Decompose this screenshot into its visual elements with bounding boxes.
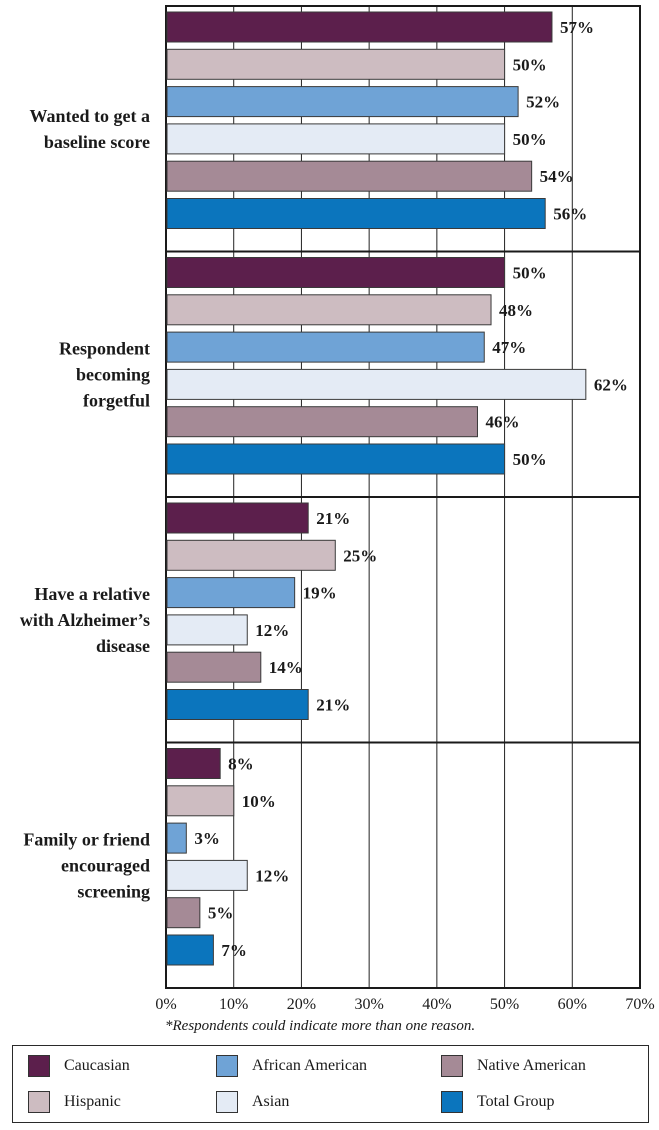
x-tick-label-60: 60% xyxy=(558,996,587,1013)
x-tick-label-0: 0% xyxy=(155,996,176,1013)
value-label-native-american-4: 5% xyxy=(208,904,234,923)
value-label-african-american-1: 52% xyxy=(526,93,560,112)
x-tick-label-10: 10% xyxy=(219,996,248,1013)
value-labels: 57% 50% 52% 50% 54% 56% 50% 48% 47% 62% 46% 50% 21% 2… xyxy=(194,18,628,960)
value-label-native-american-2: 46% xyxy=(485,413,519,432)
bar-asian-2 xyxy=(166,368,587,400)
bar-caucasian-4 xyxy=(166,748,221,779)
value-label-african-american-3: 19% xyxy=(303,584,337,603)
value-label-african-american-2: 47% xyxy=(492,338,526,357)
value-label-native-american-3: 14% xyxy=(269,658,303,677)
bar-asian-1 xyxy=(166,123,506,155)
legend-swatch-hispanic xyxy=(28,1091,50,1113)
bar-caucasian-3 xyxy=(166,502,309,534)
legend-item-african-american: African American xyxy=(216,1054,367,1078)
value-label-caucasian-3: 21% xyxy=(316,509,350,528)
bar-african-american-4 xyxy=(166,822,187,854)
category-labels: Wanted to get a baseline score Respondent b… xyxy=(20,106,150,902)
value-label-caucasian-4: 8% xyxy=(228,755,254,774)
bar-hispanic-1 xyxy=(166,48,506,80)
value-label-asian-4: 12% xyxy=(255,866,289,885)
x-tick-label-70: 70% xyxy=(625,996,654,1013)
bar-caucasian-2 xyxy=(166,257,506,288)
legend-label-native-american: Native American xyxy=(477,1057,586,1074)
legend-swatch-total-group xyxy=(441,1091,463,1113)
bar-caucasian-1 xyxy=(166,11,553,43)
x-axis-ticks: 0% 10% 20% 30% 40% 50% 60% 70% xyxy=(155,996,654,1013)
bar-total-group-4 xyxy=(166,934,214,966)
value-label-hispanic-1: 50% xyxy=(513,55,547,74)
value-label-total-group-3: 21% xyxy=(316,696,350,715)
value-label-total-group-1: 56% xyxy=(553,205,587,224)
bar-hispanic-3 xyxy=(166,539,336,571)
bar-native-american-2 xyxy=(166,406,478,438)
panel-frames xyxy=(165,5,641,989)
value-label-caucasian-1: 57% xyxy=(560,18,594,37)
legend-item-asian: Asian xyxy=(216,1090,289,1114)
value-label-total-group-4: 7% xyxy=(221,941,247,960)
legend-item-hispanic: Hispanic xyxy=(28,1090,121,1114)
value-label-asian-1: 50% xyxy=(513,130,547,149)
value-label-african-american-4: 3% xyxy=(194,829,220,848)
bar-african-american-3 xyxy=(166,577,296,609)
legend-label-asian: Asian xyxy=(252,1093,290,1110)
legend-swatch-asian xyxy=(216,1091,238,1113)
value-label-hispanic-3: 25% xyxy=(343,546,377,565)
legend-item-native-american: Native American xyxy=(441,1054,586,1078)
value-label-asian-2: 62% xyxy=(594,375,628,394)
x-tick-label-30: 30% xyxy=(354,996,383,1013)
bar-total-group-3 xyxy=(166,689,309,720)
category-label-1: Wanted to get a baseline score xyxy=(30,106,151,152)
category-label-3: Have a relative with Alzheimer’s disease xyxy=(20,584,150,656)
legend-swatch-native-american xyxy=(441,1055,463,1077)
bar-asian-3 xyxy=(166,614,248,646)
category-label-2: Respondent becoming forgetful xyxy=(59,338,150,410)
value-label-hispanic-4: 10% xyxy=(242,792,276,811)
legend-swatch-african-american xyxy=(216,1055,238,1077)
bar-hispanic-4 xyxy=(166,785,235,817)
legend-item-total-group: Total Group xyxy=(441,1090,555,1114)
bar-african-american-2 xyxy=(166,331,485,363)
value-label-hispanic-2: 48% xyxy=(499,301,533,320)
x-tick-label-40: 40% xyxy=(422,996,451,1013)
bar-total-group-2 xyxy=(166,443,506,475)
bar-native-american-3 xyxy=(166,651,262,683)
panel-frame-4 xyxy=(165,741,641,989)
bar-total-group-1 xyxy=(166,198,546,229)
bar-native-american-1 xyxy=(166,160,533,192)
legend-label-caucasian: Caucasian xyxy=(64,1057,130,1074)
legend: Caucasian Hispanic African American Asian Na… xyxy=(12,1045,649,1123)
bars xyxy=(166,11,587,966)
bar-chart: 57% 50% 52% 50% 54% 56% 50% 48% 47% 62% 46% 50% 21% 2… xyxy=(20,5,655,1034)
category-label-4: Family or friend encouraged screening xyxy=(23,829,150,901)
x-tick-label-20: 20% xyxy=(287,996,316,1013)
bar-native-american-4 xyxy=(166,897,201,929)
legend-item-caucasian: Caucasian xyxy=(28,1054,130,1078)
legend-swatch-caucasian xyxy=(28,1055,50,1077)
value-label-native-american-1: 54% xyxy=(540,167,574,186)
legend-label-total-group: Total Group xyxy=(477,1093,555,1110)
bar-asian-4 xyxy=(166,859,248,891)
footnote: *Respondents could indicate more than on… xyxy=(165,1018,475,1034)
value-label-total-group-2: 50% xyxy=(513,450,547,469)
legend-label-african-american: African American xyxy=(252,1057,368,1074)
legend-label-hispanic: Hispanic xyxy=(64,1093,121,1110)
bar-hispanic-2 xyxy=(166,294,492,326)
bar-african-american-1 xyxy=(166,86,519,118)
value-label-asian-3: 12% xyxy=(255,621,289,640)
x-tick-label-50: 50% xyxy=(490,996,519,1013)
value-label-caucasian-2: 50% xyxy=(513,264,547,283)
